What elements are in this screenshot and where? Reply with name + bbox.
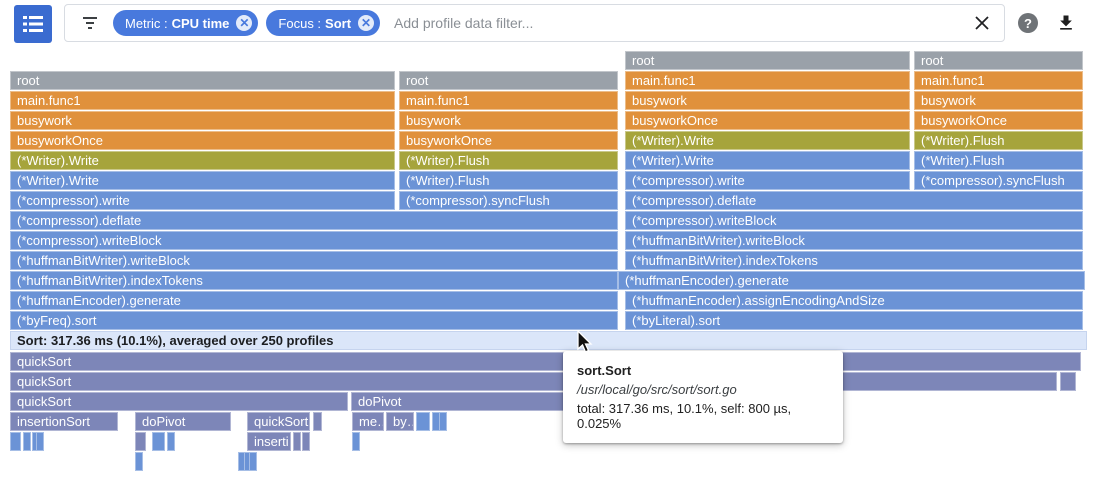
flame-box-root[interactable]: root	[399, 71, 618, 90]
flame-box-busywork[interactable]: busywork	[399, 111, 618, 130]
flame-box-compressor-syncflush[interactable]: (*compressor).syncFlush	[914, 171, 1083, 190]
flame-box-root[interactable]: root	[625, 51, 910, 70]
flame-box-by[interactable]: by…	[386, 412, 414, 431]
flame-box[interactable]	[36, 432, 44, 451]
filter-chip-metric[interactable]: Metric : CPU time ✕	[113, 10, 259, 36]
flame-box-root[interactable]: root	[10, 71, 395, 90]
flame-box-dopivot[interactable]: doPivot	[351, 392, 618, 411]
flame-box[interactable]	[293, 432, 301, 451]
chip-metric-remove-icon[interactable]: ✕	[236, 15, 253, 31]
close-icon	[975, 16, 989, 30]
filter-chip-focus[interactable]: Focus : Sort ✕	[266, 10, 381, 36]
flame-box[interactable]	[416, 412, 430, 431]
flame-box-huffmanbitwriter-indextokens[interactable]: (*huffmanBitWriter).indexTokens	[625, 251, 1083, 270]
flame-box-inserti[interactable]: inserti…	[247, 432, 291, 451]
flame-box[interactable]	[167, 432, 175, 451]
flame-box-main-func1[interactable]: main.func1	[914, 71, 1083, 90]
flame-box[interactable]	[249, 452, 257, 471]
flame-box-writer-flush[interactable]: (*Writer).Flush	[914, 151, 1083, 170]
flame-box-huffmanencoder-generate[interactable]: (*huffmanEncoder).generate	[10, 291, 618, 310]
chip-metric-prefix: Metric :	[125, 15, 168, 31]
flame-box-writer-write[interactable]: (*Writer).Write	[625, 131, 910, 150]
flame-box-writer-write[interactable]: (*Writer).Write	[625, 151, 910, 170]
flame-box-quicksort[interactable]: quickSort	[10, 392, 348, 411]
flame-box-huffmanencoder-generate[interactable]: (*huffmanEncoder).generate	[618, 271, 1085, 290]
flame-box-writer-flush[interactable]: (*Writer).Flush	[399, 171, 618, 190]
flame-box-quicksort[interactable]: quickSort	[247, 412, 310, 431]
flame-box[interactable]	[152, 432, 165, 451]
flame-box-dopivot[interactable]: doPivot	[135, 412, 231, 431]
download-icon	[1060, 15, 1072, 30]
flame-box-compressor-syncflush[interactable]: (*compressor).syncFlush	[399, 191, 618, 210]
flame-box[interactable]	[10, 432, 21, 451]
flame-box[interactable]	[352, 432, 360, 451]
flame-box[interactable]	[23, 432, 31, 451]
flame-box-compressor-writeblock[interactable]: (*compressor).writeBlock	[10, 231, 618, 250]
flame-box-compressor-write[interactable]: (*compressor).write	[10, 191, 395, 210]
flame-box-main-func1[interactable]: main.func1	[10, 91, 395, 110]
flame-box-insertionsort[interactable]: insertionSort	[10, 412, 118, 431]
chip-focus-remove-icon[interactable]: ✕	[358, 15, 375, 31]
flame-box-huffmanbitwriter-indextokens[interactable]: (*huffmanBitWriter).indexTokens	[10, 271, 618, 290]
selected-frame-banner[interactable]: Sort: 317.36 ms (10.1%), averaged over 2…	[10, 331, 1087, 350]
flame-box-busywork[interactable]: busywork	[914, 91, 1083, 110]
flame-box-me[interactable]: me…	[352, 412, 384, 431]
chip-focus-prefix: Focus :	[278, 15, 322, 31]
flame-box-busyworkonce[interactable]: busyworkOnce	[399, 131, 618, 150]
flame-box[interactable]	[135, 432, 146, 451]
chip-focus-value: Sort	[325, 15, 352, 31]
flame-box-huffmanbitwriter-writeblock[interactable]: (*huffmanBitWriter).writeBlock	[625, 231, 1083, 250]
flame-box-writer-write[interactable]: (*Writer).Write	[10, 151, 395, 170]
flame-tooltip: sort.Sort /usr/local/go/src/sort/sort.go…	[563, 351, 843, 443]
flame-box-writer-flush[interactable]: (*Writer).Flush	[399, 151, 618, 170]
flame-box-compressor-deflate[interactable]: (*compressor).deflate	[10, 211, 618, 230]
view-menu-button[interactable]	[14, 5, 52, 43]
clear-filters-button[interactable]	[974, 15, 990, 31]
download-button[interactable]	[1056, 13, 1076, 38]
view-list-icon	[23, 16, 43, 32]
flame-box[interactable]	[135, 452, 143, 471]
flame-box-huffmanencoder-assignencodingandsize[interactable]: (*huffmanEncoder).assignEncodingAndSize	[625, 291, 1083, 310]
tooltip-function-name: sort.Sort	[577, 363, 632, 378]
flame-box-busyworkonce[interactable]: busyworkOnce	[625, 111, 910, 130]
tooltip-stats: total: 317.36 ms, 10.1%, self: 800 µs, 0…	[577, 401, 792, 431]
flame-box-busyworkonce[interactable]: busyworkOnce	[914, 111, 1083, 130]
flame-box[interactable]	[439, 412, 447, 431]
flame-box-byfreq-sort[interactable]: (*byFreq).sort	[10, 311, 618, 330]
flame-box[interactable]	[313, 412, 322, 431]
flame-box-busywork[interactable]: busywork	[10, 111, 395, 130]
flame-box-root[interactable]: root	[914, 51, 1083, 70]
flame-box-compressor-deflate[interactable]: (*compressor).deflate	[625, 191, 1083, 210]
tooltip-source-path: /usr/local/go/src/sort/sort.go	[577, 382, 737, 397]
flame-box[interactable]	[1060, 372, 1076, 391]
flame-box-compressor-write[interactable]: (*compressor).write	[625, 171, 910, 190]
flame-box-writer-write[interactable]: (*Writer).Write	[10, 171, 395, 190]
flame-box-main-func1[interactable]: main.func1	[399, 91, 618, 110]
flame-box-quicksort[interactable]: quickSort	[10, 352, 1081, 371]
flame-box-compressor-writeblock[interactable]: (*compressor).writeBlock	[625, 211, 1083, 230]
flame-box-main-func1[interactable]: main.func1	[625, 71, 910, 90]
flame-box-quicksort[interactable]: quickSort	[10, 372, 1057, 391]
filter-input-placeholder[interactable]: Add profile data filter...	[394, 15, 534, 31]
chip-metric-value: CPU time	[171, 15, 230, 31]
flame-box-busywork[interactable]: busywork	[625, 91, 910, 110]
flame-box-byliteral-sort[interactable]: (*byLiteral).sort	[625, 311, 1083, 330]
toolbar: Metric : CPU time ✕ Focus : Sort ✕ Add p…	[0, 0, 1096, 48]
filter-bar[interactable]: Metric : CPU time ✕ Focus : Sort ✕ Add p…	[64, 4, 1005, 42]
flame-box-huffmanbitwriter-writeblock[interactable]: (*huffmanBitWriter).writeBlock	[10, 251, 618, 270]
help-button[interactable]: ?	[1018, 13, 1038, 33]
flame-box-writer-flush[interactable]: (*Writer).Flush	[914, 131, 1083, 150]
filter-list-icon	[81, 16, 99, 30]
flame-box-busyworkonce[interactable]: busyworkOnce	[10, 131, 395, 150]
flame-box[interactable]	[302, 432, 310, 451]
